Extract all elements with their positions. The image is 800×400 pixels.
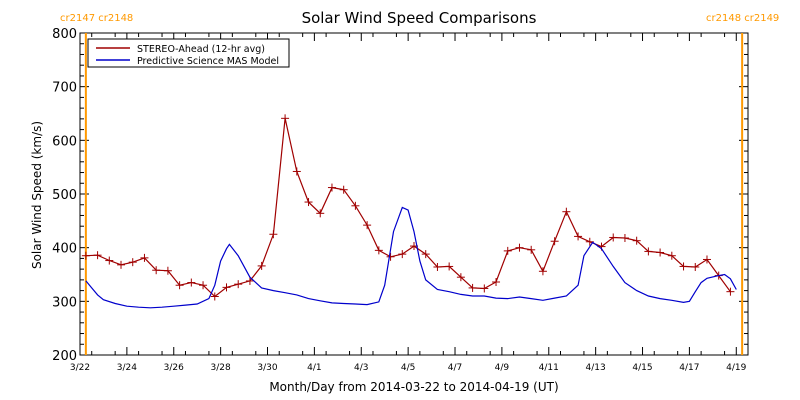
data-point-marker: [632, 236, 641, 245]
data-point-marker: [492, 278, 501, 287]
x-tick-label: 4/7: [448, 363, 462, 373]
legend-label: Predictive Science MAS Model: [137, 56, 279, 67]
x-tick-label: 4/15: [632, 363, 652, 373]
data-point-marker: [374, 246, 383, 255]
data-point-marker: [620, 234, 629, 243]
data-point-marker: [199, 281, 208, 290]
y-axis: 200 300 400 500 600 700 800: [52, 27, 748, 364]
data-point-marker: [515, 243, 524, 252]
x-tick-label: 4/13: [586, 363, 606, 373]
carrington-markers: cr2147 cr2148 cr2148 cr2149: [60, 13, 779, 355]
plot-frame: [79, 32, 749, 356]
data-point-marker: [445, 262, 454, 271]
y-tick-label: 800: [52, 27, 77, 42]
data-point-marker: [456, 273, 465, 282]
data-point-marker: [128, 258, 137, 267]
data-point-marker: [339, 185, 348, 194]
y-tick-label: 600: [52, 134, 77, 149]
legend-label: STEREO-Ahead (12-hr avg): [137, 44, 265, 55]
data-point-marker: [175, 281, 184, 290]
data-point-marker: [105, 256, 114, 265]
legend-box: [87, 38, 290, 68]
data-point-marker: [292, 167, 301, 176]
x-tick-label: 3/28: [211, 363, 231, 373]
data-point-marker: [245, 276, 254, 285]
data-point-marker: [468, 283, 477, 292]
legend-item: STEREO-Ahead (12-hr avg): [96, 44, 265, 55]
data-point-marker: [656, 248, 665, 257]
data-point-marker: [234, 280, 243, 289]
data-point-marker: [550, 237, 559, 246]
y-tick-label: 400: [52, 242, 77, 257]
data-point-marker: [281, 114, 290, 123]
data-point-marker: [538, 267, 547, 276]
carrington-label: cr2147 cr2148: [60, 13, 133, 24]
data-point-marker: [480, 284, 489, 293]
y-tick-label: 500: [52, 188, 77, 203]
y-tick-label: 200: [52, 349, 77, 364]
carrington-label: cr2148 cr2149: [706, 13, 779, 24]
data-point-marker: [363, 221, 372, 230]
chart-title: Solar Wind Speed Comparisons: [302, 9, 537, 27]
data-point-marker: [351, 201, 360, 210]
x-tick-label: 4/9: [495, 363, 510, 373]
x-tick-label: 4/5: [401, 363, 415, 373]
data-point-marker: [152, 266, 161, 275]
data-point-marker: [163, 266, 172, 275]
data-point-marker: [527, 245, 536, 254]
data-point-marker: [609, 233, 618, 242]
x-tick-label: 4/11: [539, 363, 559, 373]
data-point-marker: [187, 278, 196, 287]
data-point-marker: [574, 232, 583, 241]
data-point-marker: [667, 251, 676, 260]
y-tick-label: 300: [52, 295, 77, 310]
x-axis: 3/22 3/24 3/26 3/28 3/30 4/1 4/3 4/5 4/7 4/9 4/11 4…: [70, 33, 747, 373]
data-point-marker: [691, 262, 700, 271]
data-point-marker: [210, 292, 219, 301]
legend: STEREO-Ahead (12-hr avg)Predictive Scien…: [87, 38, 290, 68]
x-tick-label: 4/1: [307, 363, 321, 373]
data-point-marker: [562, 207, 571, 216]
x-tick-label: 3/22: [70, 363, 90, 373]
data-point-marker: [702, 255, 711, 264]
data-point-marker: [81, 251, 90, 260]
data-point-marker: [327, 183, 336, 192]
data-point-marker: [257, 261, 266, 270]
series-line-1: [85, 206, 737, 309]
x-tick-label: 4/19: [726, 363, 746, 373]
x-tick-label: 3/30: [257, 363, 277, 373]
y-tick-label: 700: [52, 81, 77, 96]
legend-item: Predictive Science MAS Model: [96, 56, 279, 67]
data-point-marker: [398, 250, 407, 259]
x-tick-label: 4/17: [679, 363, 699, 373]
x-axis-title: Month/Day from 2014-03-22 to 2014-04-19 …: [269, 380, 558, 394]
data-point-marker: [433, 262, 442, 271]
data-point-marker: [421, 250, 430, 259]
data-point-marker: [93, 251, 102, 260]
data-point-marker: [644, 247, 653, 256]
x-tick-label: 3/24: [117, 363, 137, 373]
data-point-marker: [304, 198, 313, 207]
data-point-marker: [726, 287, 735, 296]
data-point-marker: [140, 253, 149, 262]
data-point-marker: [316, 209, 325, 218]
data-point-marker: [222, 283, 231, 292]
data-point-marker: [679, 262, 688, 271]
data-point-marker: [269, 230, 278, 239]
x-tick-label: 3/26: [164, 363, 184, 373]
data-point-marker: [117, 260, 126, 269]
y-axis-title: Solar Wind Speed (km/s): [30, 121, 44, 269]
series-layer: [81, 114, 737, 309]
x-tick-label: 4/3: [354, 363, 368, 373]
series-line-0: [85, 118, 731, 298]
data-point-marker: [386, 252, 395, 261]
data-point-marker: [503, 246, 512, 255]
